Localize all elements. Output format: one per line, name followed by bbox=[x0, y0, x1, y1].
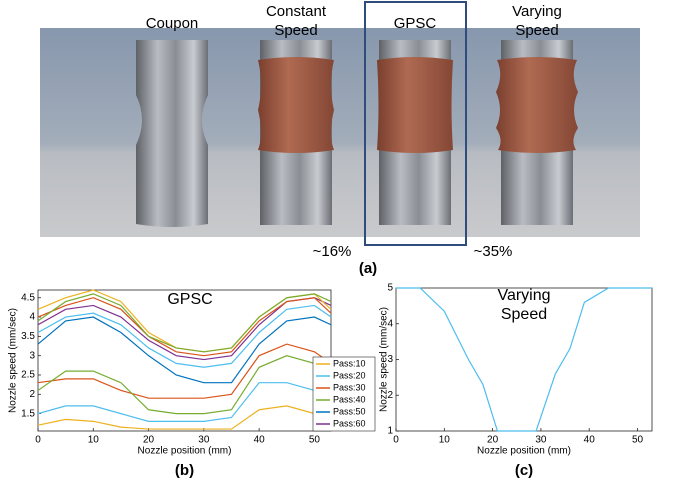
legend-label: Pass:40 bbox=[333, 394, 366, 404]
figure-canvas: ~16% ~35% (a) 010203040501.522.533.544.5… bbox=[0, 0, 681, 491]
x-tick-label: 30 bbox=[535, 435, 547, 446]
legend-label: Pass:10 bbox=[333, 358, 366, 368]
y-tick-label: 2.5 bbox=[21, 370, 35, 381]
gpsc-sample bbox=[377, 40, 453, 225]
photo-label: Constant Speed bbox=[256, 2, 336, 40]
y-tick-label: 3.5 bbox=[21, 331, 35, 342]
y-axis-label: Nozzle speed (mm/sec) bbox=[8, 308, 19, 413]
varying-speed-sample bbox=[496, 40, 578, 225]
x-tick-label: 0 bbox=[393, 435, 399, 446]
panel-label: (a) bbox=[359, 260, 377, 277]
y-tick-label: 4.5 bbox=[21, 292, 35, 303]
x-tick-label: 20 bbox=[143, 435, 155, 446]
x-tick-label: 50 bbox=[309, 435, 321, 446]
panel-label: (b) bbox=[175, 462, 194, 479]
photo-label: Varying Speed bbox=[497, 2, 577, 40]
x-tick-label: 20 bbox=[487, 435, 499, 446]
legend-label: Pass:20 bbox=[333, 370, 366, 380]
y-tick-label: 2 bbox=[29, 389, 35, 400]
y-tick-label: 3 bbox=[29, 350, 35, 361]
x-tick-label: 10 bbox=[88, 435, 100, 446]
x-tick-label: 0 bbox=[35, 435, 41, 446]
chart-title: Varying Speed bbox=[479, 286, 569, 324]
x-axis-label: Nozzle position (mm) bbox=[138, 446, 232, 457]
y-tick-label: 5 bbox=[387, 283, 393, 294]
y-tick-label: 1.5 bbox=[21, 408, 35, 419]
photo-label: Coupon bbox=[132, 14, 212, 33]
legend-label: Pass:60 bbox=[333, 418, 366, 428]
plot-area bbox=[38, 290, 331, 431]
panel-label: (c) bbox=[515, 462, 533, 479]
legend-label: Pass:30 bbox=[333, 382, 366, 392]
x-tick-label: 10 bbox=[439, 435, 451, 446]
x-axis-label: Nozzle position (mm) bbox=[477, 446, 571, 457]
x-tick-label: 40 bbox=[254, 435, 266, 446]
y-tick-label: 4 bbox=[29, 312, 35, 323]
legend: Pass:10 Pass:20 Pass:30 Pass:40 Pass:50 Pass:… bbox=[313, 357, 375, 431]
y-tick-label: 1 bbox=[387, 426, 393, 437]
y-axis-label: Nozzle speed (mm/sec) bbox=[379, 307, 390, 412]
coupon bbox=[136, 40, 208, 227]
chart-title: GPSC bbox=[145, 290, 235, 309]
x-tick-label: 50 bbox=[632, 435, 644, 446]
x-tick-label: 30 bbox=[198, 435, 210, 446]
figure: ~16% ~35% (a) 010203040501.522.533.544.5… bbox=[0, 0, 681, 491]
legend-label: Pass:50 bbox=[333, 406, 366, 416]
constant-speed-sample bbox=[258, 40, 334, 225]
photo-label: GPSC bbox=[375, 14, 455, 33]
x-tick-label: 40 bbox=[584, 435, 596, 446]
annotation: ~16% bbox=[313, 243, 352, 260]
annotation: ~35% bbox=[474, 243, 513, 260]
